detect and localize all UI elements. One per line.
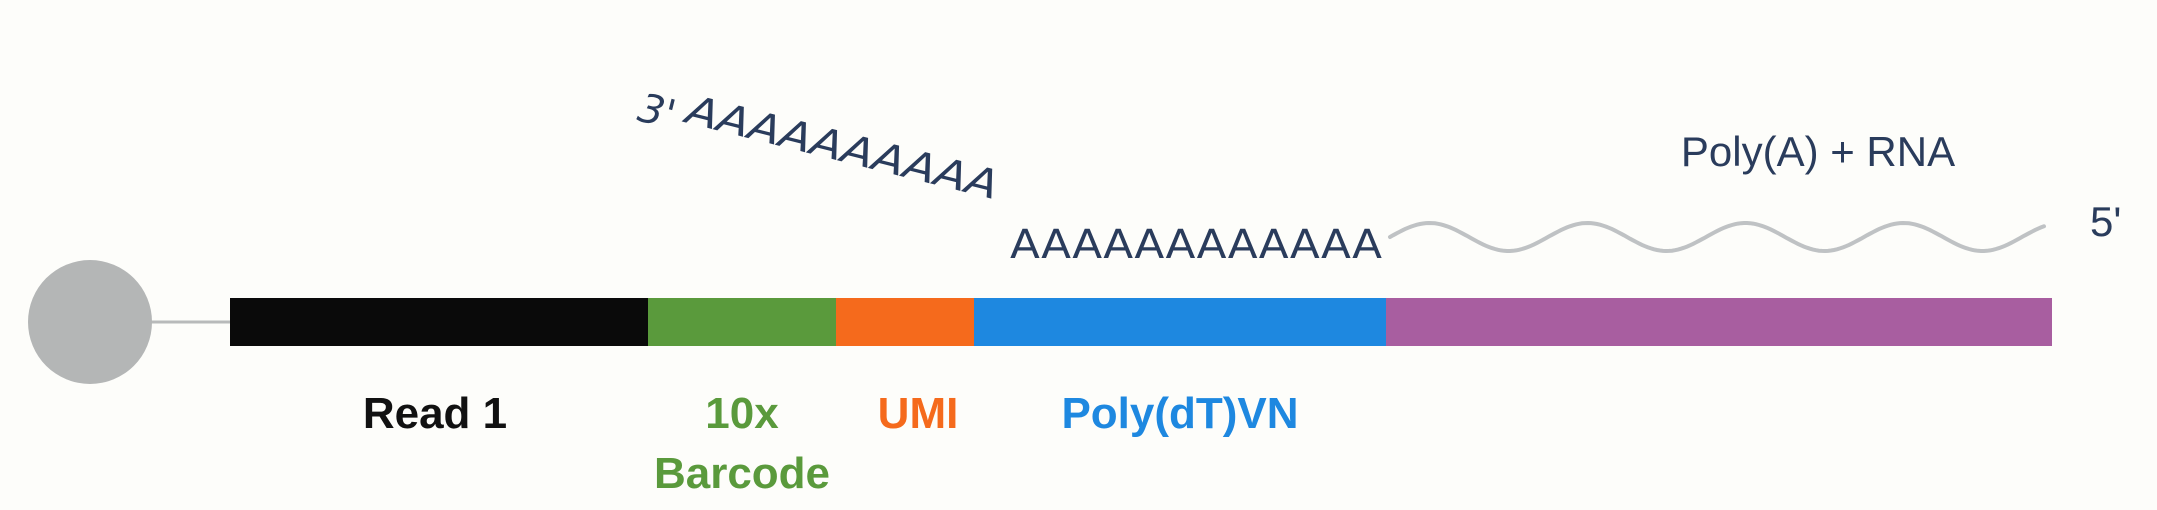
poly-a-tail-diagonal: AAAAAAAAAA <box>678 86 1003 209</box>
segment-umi <box>836 298 974 346</box>
five-prime-label: 5' <box>2090 198 2121 245</box>
three-prime-label: 3' <box>634 85 680 138</box>
label-read1: Read 1 <box>363 389 507 438</box>
label-umi: UMI <box>878 389 959 438</box>
rna-label: Poly(A) + RNA <box>1681 128 1955 175</box>
segment-barcode <box>648 298 836 346</box>
rna-strand-wave <box>1388 220 2046 254</box>
label-barcode-bottom: Barcode <box>654 449 830 498</box>
gel-bead <box>28 260 152 384</box>
label-barcode-top: 10x <box>705 389 779 438</box>
segment-rna <box>1386 298 2052 346</box>
poly-a-tail-bound: AAAAAAAAAAAA <box>1010 222 1383 268</box>
segment-read1 <box>230 298 648 346</box>
label-polydt: Poly(dT)VN <box>1061 389 1298 438</box>
segment-polydt <box>974 298 1386 346</box>
